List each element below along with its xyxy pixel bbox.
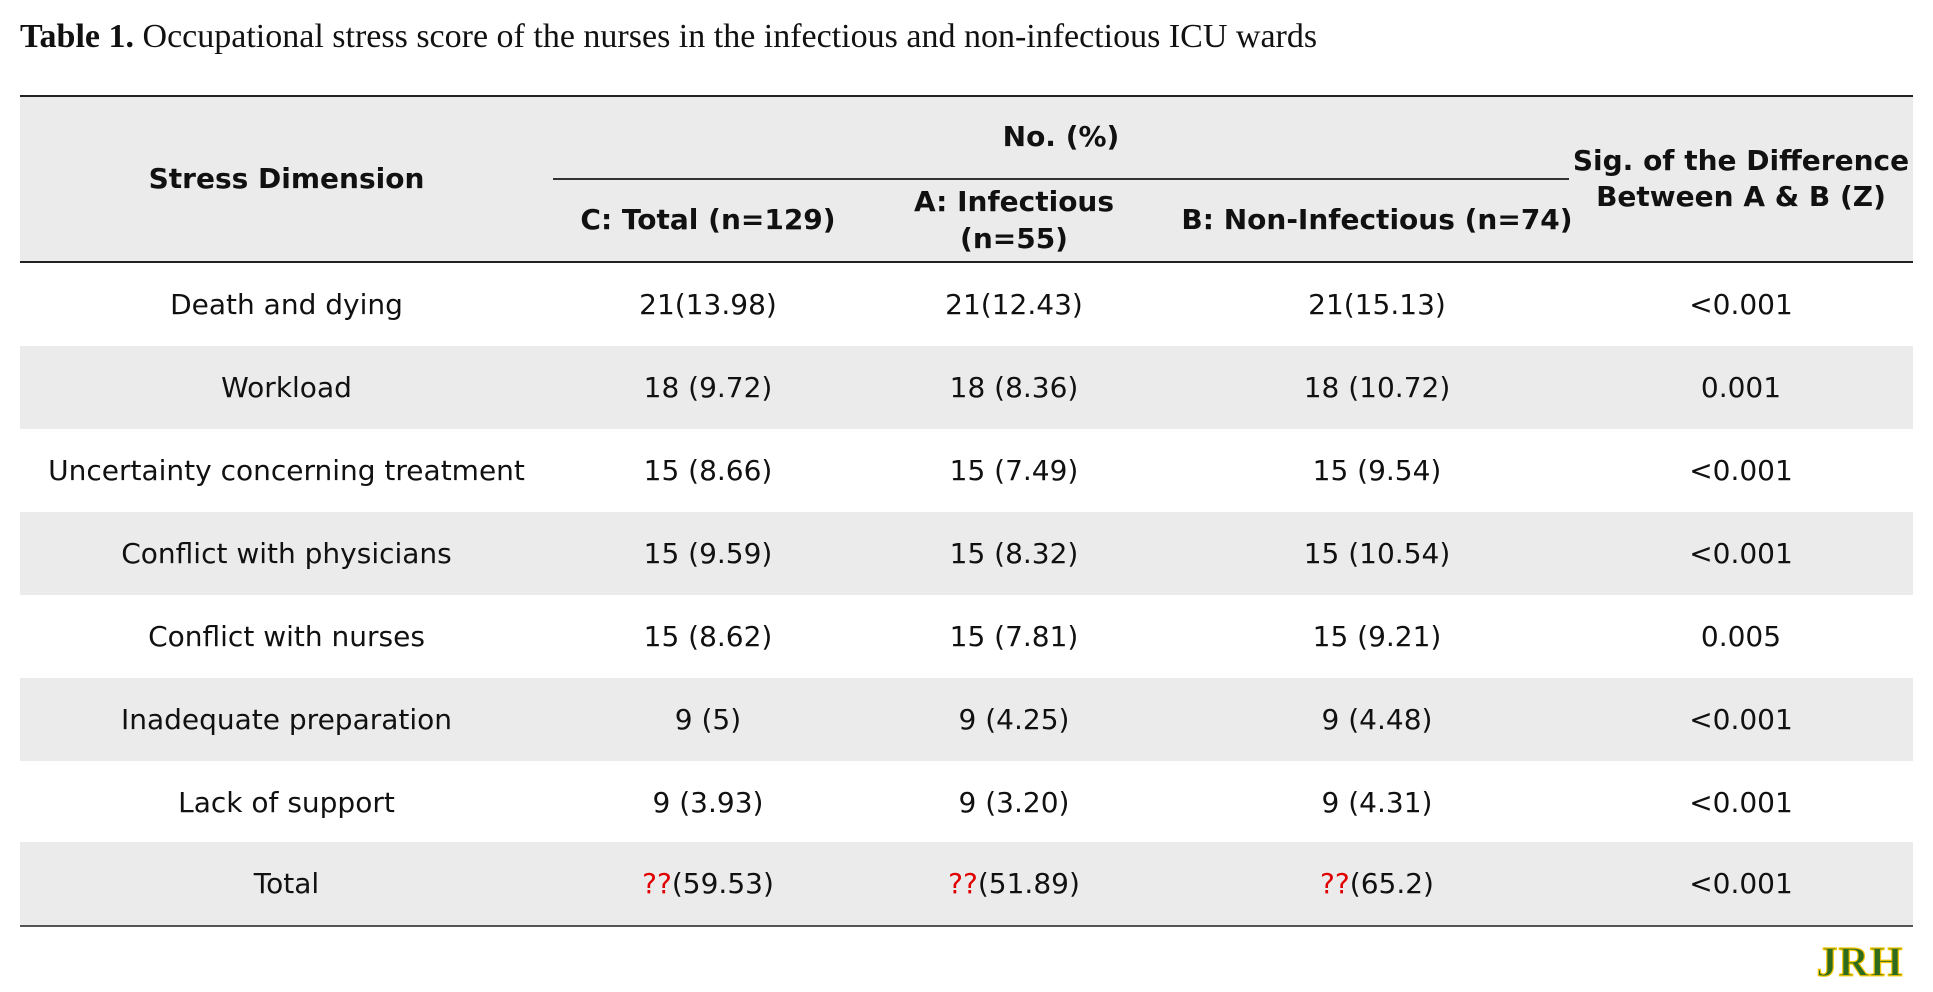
table-row: Conflict with physicians 15 (9.59) 15 (8… [20, 512, 1913, 595]
cell-sig: <0.001 [1689, 537, 1793, 570]
cell-dimension: Total [253, 867, 320, 900]
cell-noninfectious: 9 (4.31) [1321, 786, 1433, 819]
cell-sig: <0.001 [1689, 786, 1793, 819]
cell-dimension: Uncertainty concerning treatment [48, 454, 525, 487]
jrh-logo: JRH [1816, 939, 1904, 984]
cell-total: 9 (5) [674, 703, 742, 736]
table-row: Death and dying 21(13.98) 21(12.43) 21(1… [20, 263, 1913, 346]
table-row: Workload 18 (9.72) 18 (8.36) 18 (10.72) … [20, 346, 1913, 429]
cell-total-value: (59.53) [671, 867, 774, 900]
header-col-infectious: A: Infectious (n=55) [913, 185, 1115, 255]
cell-dimension: Death and dying [170, 288, 403, 321]
missing-value-marker: ?? [642, 867, 672, 900]
cell-total: 15 (8.62) [643, 620, 773, 653]
cell-sig: 0.001 [1700, 371, 1782, 404]
header-stress-dimension: Stress Dimension [148, 161, 425, 195]
cell-sig: 0.005 [1700, 620, 1782, 653]
cell-total: 15 (8.66) [643, 454, 773, 487]
missing-value-marker: ?? [948, 867, 978, 900]
header-sig-line2: Between A & B (Z) [1596, 180, 1886, 213]
cell-total: 18 (9.72) [643, 371, 773, 404]
cell-sig: <0.001 [1689, 288, 1793, 321]
table-bottom-rule [20, 925, 1913, 927]
table-row: Uncertainty concerning treatment 15 (8.6… [20, 429, 1913, 512]
cell-dimension: Conflict with physicians [121, 537, 452, 570]
table-row: Inadequate preparation 9 (5) 9 (4.25) 9 … [20, 678, 1913, 761]
table-caption: Table 1. Occupational stress score of th… [20, 18, 1317, 56]
cell-noninfectious: 21(15.13) [1308, 288, 1446, 321]
cell-dimension: Lack of support [178, 786, 395, 819]
cell-total: 15 (9.59) [643, 537, 773, 570]
table-top-rule [20, 95, 1913, 97]
cell-infectious: 15 (8.32) [949, 537, 1079, 570]
missing-value-marker: ?? [1320, 867, 1350, 900]
cell-noninfectious: ?? (65.2) [1165, 842, 1589, 925]
header-col-noninfectious: B: Non-Infectious (n=74) [1181, 203, 1573, 237]
cell-noninfectious: 15 (9.54) [1312, 454, 1442, 487]
cell-noninfectious: 9 (4.48) [1321, 703, 1433, 736]
header-col-total: C: Total (n=129) [580, 203, 836, 237]
cell-infectious: ?? (51.89) [863, 842, 1165, 925]
cell-dimension: Inadequate preparation [120, 703, 453, 736]
cell-noninfectious-value: (65.2) [1349, 867, 1434, 900]
caption-text: Occupational stress score of the nurses … [142, 18, 1318, 55]
cell-total: 9 (3.93) [652, 786, 764, 819]
header-sig-line1: Sig. of the Difference [1572, 143, 1910, 177]
cell-infectious: 15 (7.49) [949, 454, 1079, 487]
cell-noninfectious: 15 (10.54) [1303, 537, 1451, 570]
svg-text:JRH: JRH [1817, 940, 1904, 984]
cell-dimension: Conflict with nurses [148, 620, 425, 653]
cell-noninfectious: 18 (10.72) [1303, 371, 1451, 404]
cell-noninfectious: 15 (9.21) [1312, 620, 1442, 653]
cell-infectious: 9 (4.25) [958, 703, 1070, 736]
cell-total: ?? (59.53) [553, 842, 863, 925]
cell-infectious: 18 (8.36) [949, 371, 1079, 404]
cell-sig: <0.001 [1689, 454, 1793, 487]
header-group-no-percent: No. (%) [1002, 120, 1120, 154]
cell-infectious-value: (51.89) [977, 867, 1080, 900]
cell-sig: <0.001 [1689, 867, 1793, 900]
cell-dimension: Workload [221, 371, 352, 404]
table-row: Conflict with nurses 15 (8.62) 15 (7.81)… [20, 595, 1913, 678]
cell-total: 21(13.98) [639, 288, 777, 321]
table-row: Lack of support 9 (3.93) 9 (3.20) 9 (4.3… [20, 761, 1913, 844]
cell-infectious: 9 (3.20) [958, 786, 1070, 819]
caption-label: Table 1. [20, 18, 135, 55]
table-total-row: Total ?? (59.53) ?? (51.89) ?? (65.2) <0.00… [20, 842, 1913, 925]
header-bottom-rule [20, 261, 1913, 263]
cell-sig: <0.001 [1689, 703, 1793, 736]
header-group-rule [553, 178, 1569, 180]
header-col-significance: Sig. of the Difference Between A & B (Z) [1569, 97, 1913, 261]
cell-infectious: 15 (7.81) [949, 620, 1079, 653]
cell-infectious: 21(12.43) [945, 288, 1083, 321]
